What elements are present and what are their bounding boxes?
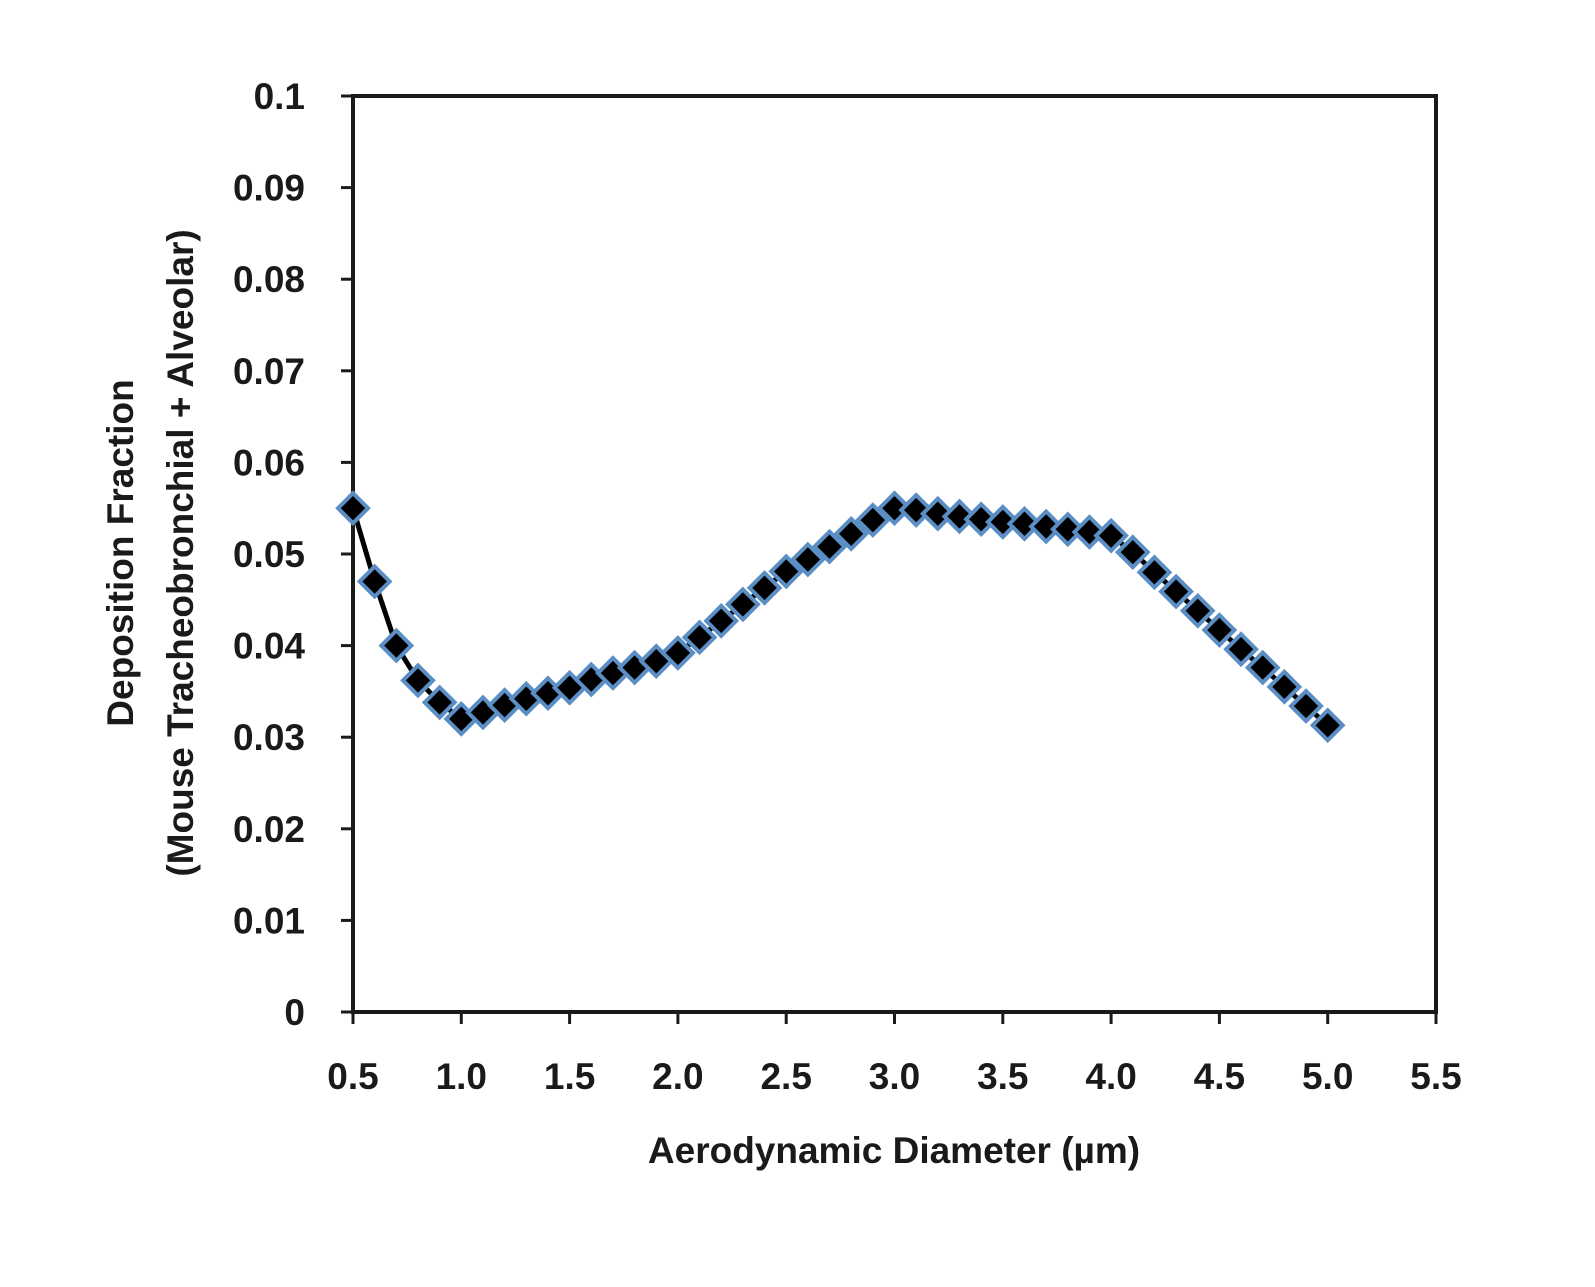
- data-point-marker: [811, 528, 848, 565]
- x-tick-label: 5.5: [1410, 1056, 1461, 1097]
- data-point-marker: [1288, 688, 1324, 724]
- data-point-marker: [421, 684, 458, 721]
- data-point-marker: [1114, 534, 1151, 570]
- data-point-marker: [941, 498, 978, 535]
- data-point-marker: [768, 553, 805, 590]
- y-tick-label: 0.05: [233, 534, 305, 575]
- x-tick-label: 0.5: [327, 1056, 378, 1097]
- data-point-marker: [1049, 511, 1086, 548]
- y-tick-label: 0.08: [233, 259, 305, 300]
- y-tick-label: 0.1: [254, 76, 305, 117]
- data-point-marker: [703, 603, 740, 639]
- data-point-marker: [660, 635, 696, 671]
- data-point-marker: [1136, 554, 1173, 591]
- data-point-marker: [1201, 612, 1238, 648]
- x-tick-labels: 0.5 1.0 1.5 2.0 2.5 3.0 3.5 4.0 4.5 5.0 5.5: [327, 1056, 1461, 1097]
- data-point-marker: [790, 541, 826, 578]
- data-point-marker: [833, 516, 870, 552]
- data-point-marker: [335, 490, 371, 527]
- y-tick-label: 0.06: [233, 442, 305, 483]
- y-tick-label: 0.04: [233, 626, 305, 667]
- x-tick-label: 3.5: [977, 1056, 1028, 1097]
- y-tick-labels: 0 0.01 0.02 0.03 0.04 0.05 0.06 0.07 0.08 0.09 0.1: [233, 76, 305, 1033]
- data-markers: [335, 490, 1346, 744]
- x-tick-label: 4.5: [1194, 1056, 1245, 1097]
- data-point-marker: [1244, 649, 1281, 686]
- data-point-marker: [1028, 508, 1064, 545]
- data-point-marker: [963, 501, 999, 538]
- x-tick-label: 1.0: [436, 1056, 487, 1097]
- x-tick-label: 1.5: [544, 1056, 595, 1097]
- x-tick-label: 4.0: [1085, 1056, 1136, 1097]
- y-axis-title-line2: (Mouse Tracheobronchial + Alveolar): [160, 229, 201, 876]
- data-point-marker: [984, 504, 1021, 540]
- y-tick-label: 0.09: [233, 168, 305, 209]
- data-point-marker: [855, 502, 891, 538]
- y-tick-label: 0.03: [233, 717, 305, 758]
- x-tick-label: 2.5: [760, 1056, 811, 1097]
- data-point-marker: [1093, 517, 1129, 554]
- data-point-marker: [400, 662, 436, 699]
- data-point-marker: [919, 495, 956, 532]
- data-point-marker: [681, 619, 718, 656]
- data-point-marker: [378, 627, 415, 664]
- data-point-marker: [1223, 631, 1259, 668]
- data-point-marker: [1266, 668, 1303, 705]
- x-axis-title: Aerodynamic Diameter (µm): [648, 1130, 1140, 1171]
- data-point-marker: [1179, 592, 1216, 629]
- y-tick-label: 0.01: [233, 900, 305, 941]
- data-point-marker: [746, 570, 783, 606]
- x-tick-label: 3.0: [869, 1056, 920, 1097]
- y-axis-title-line1: Deposition Fraction: [100, 379, 141, 726]
- data-point-marker: [356, 563, 393, 600]
- y-tick-label: 0: [284, 992, 305, 1033]
- axis-ticks: [341, 94, 1438, 1024]
- data-point-marker: [876, 490, 913, 527]
- y-tick-label: 0.02: [233, 809, 305, 850]
- x-tick-label: 2.0: [652, 1056, 703, 1097]
- data-point-marker: [1309, 707, 1346, 744]
- data-point-marker: [725, 586, 761, 623]
- data-point-marker: [1006, 505, 1043, 542]
- x-tick-label: 5.0: [1302, 1056, 1353, 1097]
- y-tick-label: 0.07: [233, 351, 305, 392]
- data-point-marker: [898, 492, 934, 528]
- plot-area: [351, 94, 1438, 1014]
- data-point-marker: [1158, 573, 1194, 610]
- data-point-marker: [1071, 514, 1108, 550]
